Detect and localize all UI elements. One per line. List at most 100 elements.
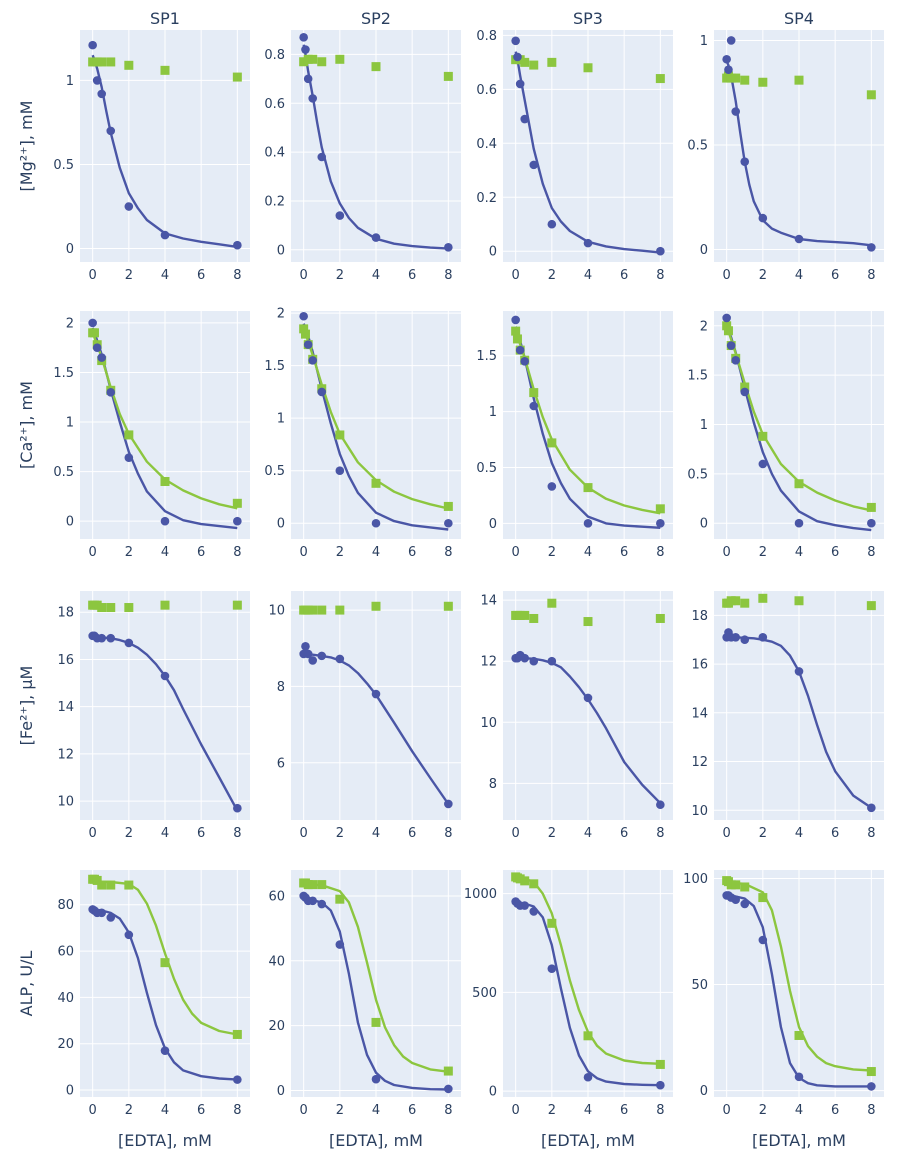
series-group: [722, 876, 876, 1091]
y-tick-label: 0: [66, 242, 74, 257]
y-tick-label: 1000: [464, 887, 497, 902]
x-tick-label: 6: [620, 268, 628, 283]
circle-point: [299, 33, 308, 42]
x-tick-label: 6: [408, 1103, 416, 1118]
circle-point: [106, 387, 116, 397]
y-tick-label: 1: [66, 74, 74, 89]
panel-fe-sp4: 0 2 4 6 8 10 12 14 16 18: [691, 591, 884, 841]
x-tick-label: 0: [89, 268, 97, 283]
x-tick-label: 0: [723, 545, 731, 560]
circle-point: [97, 353, 107, 362]
square-point: [160, 477, 170, 487]
y-tick-label: 80: [57, 898, 74, 913]
y-tick-label: 2: [277, 307, 285, 322]
square-point: [547, 918, 557, 928]
square-point: [89, 328, 99, 338]
x-tick-label: 8: [233, 826, 241, 841]
squares-fit-line: [514, 330, 661, 515]
x-tick-label: 2: [759, 1103, 767, 1118]
square-point: [160, 600, 170, 610]
square-point: [583, 483, 593, 493]
circle-point: [515, 79, 525, 89]
x-tick-label: 0: [300, 545, 308, 560]
circle-point: [731, 895, 741, 905]
square-point: [335, 605, 345, 615]
x-tick-label: 2: [548, 268, 556, 283]
y-tick-label: 40: [268, 954, 285, 969]
circle-point: [529, 160, 539, 170]
x-tick-label: 8: [656, 826, 664, 841]
square-point: [317, 880, 327, 890]
square-point: [160, 958, 170, 968]
square-point: [124, 60, 134, 70]
x-tick-label: 6: [408, 268, 416, 283]
x-tick-label: 2: [336, 545, 344, 560]
circle-point: [444, 243, 453, 252]
square-point: [655, 1059, 665, 1069]
y-tick-label: 0.5: [53, 465, 74, 480]
x-tick-label: 0: [512, 268, 520, 283]
series-group: [88, 874, 242, 1084]
circle-point: [867, 1082, 876, 1091]
x-tick-label: 6: [620, 545, 628, 560]
square-point: [520, 876, 530, 886]
circle-point: [515, 345, 525, 355]
circle-point: [335, 940, 345, 949]
x-tick-label: 8: [656, 268, 664, 283]
square-point: [124, 880, 134, 890]
column-title: SP1: [150, 9, 180, 28]
circle-point: [740, 635, 750, 645]
column-title: SP2: [361, 9, 391, 28]
y-tick-label: 500: [472, 986, 497, 1001]
circle-point: [656, 800, 665, 810]
square-point: [124, 430, 134, 440]
circle-point: [511, 315, 520, 325]
circle-point: [731, 356, 741, 365]
y-tick-label: 1: [66, 416, 74, 431]
series-group: [299, 33, 453, 252]
square-point: [547, 57, 557, 67]
y-tick-label: 0.8: [264, 48, 285, 63]
square-point: [726, 73, 736, 83]
circle-point: [317, 899, 327, 909]
y-tick-label: 1: [700, 34, 708, 49]
square-point: [232, 1029, 242, 1039]
y-tick-label: 16: [691, 658, 708, 673]
square-point: [583, 1031, 593, 1041]
square-point: [443, 1066, 453, 1076]
circle-point: [740, 387, 750, 397]
square-point: [335, 430, 345, 440]
circle-point: [299, 311, 308, 321]
x-tick-label: 6: [408, 826, 416, 841]
square-point: [160, 65, 170, 75]
square-point: [124, 603, 134, 613]
column-title: SP3: [573, 9, 603, 28]
x-tick-label: 6: [197, 1103, 205, 1118]
circle-point: [124, 202, 134, 211]
circle-point: [529, 656, 539, 666]
y-tick-label: 100: [683, 872, 708, 887]
squares-fit-line: [725, 325, 872, 512]
series-group: [511, 36, 665, 256]
circle-point: [233, 803, 242, 813]
square-point: [515, 610, 525, 620]
y-tick-label: 1.5: [476, 349, 497, 364]
series-group: [299, 878, 453, 1094]
square-point: [794, 1030, 804, 1040]
circle-point: [731, 632, 741, 642]
square-point: [317, 57, 327, 67]
y-axis-title: [Fe²⁺], μM: [17, 666, 36, 746]
circle-point: [233, 516, 242, 526]
x-tick-label: 6: [408, 545, 416, 560]
y-tick-label: 10: [480, 716, 497, 731]
square-point: [529, 879, 539, 889]
y-tick-label: 14: [480, 594, 497, 609]
circle-point: [583, 693, 593, 703]
x-tick-label: 2: [759, 545, 767, 560]
square-point: [308, 54, 318, 64]
x-tick-label: 4: [584, 826, 592, 841]
series-group: [299, 311, 453, 531]
circle-point: [88, 318, 97, 328]
circle-point: [97, 633, 107, 643]
